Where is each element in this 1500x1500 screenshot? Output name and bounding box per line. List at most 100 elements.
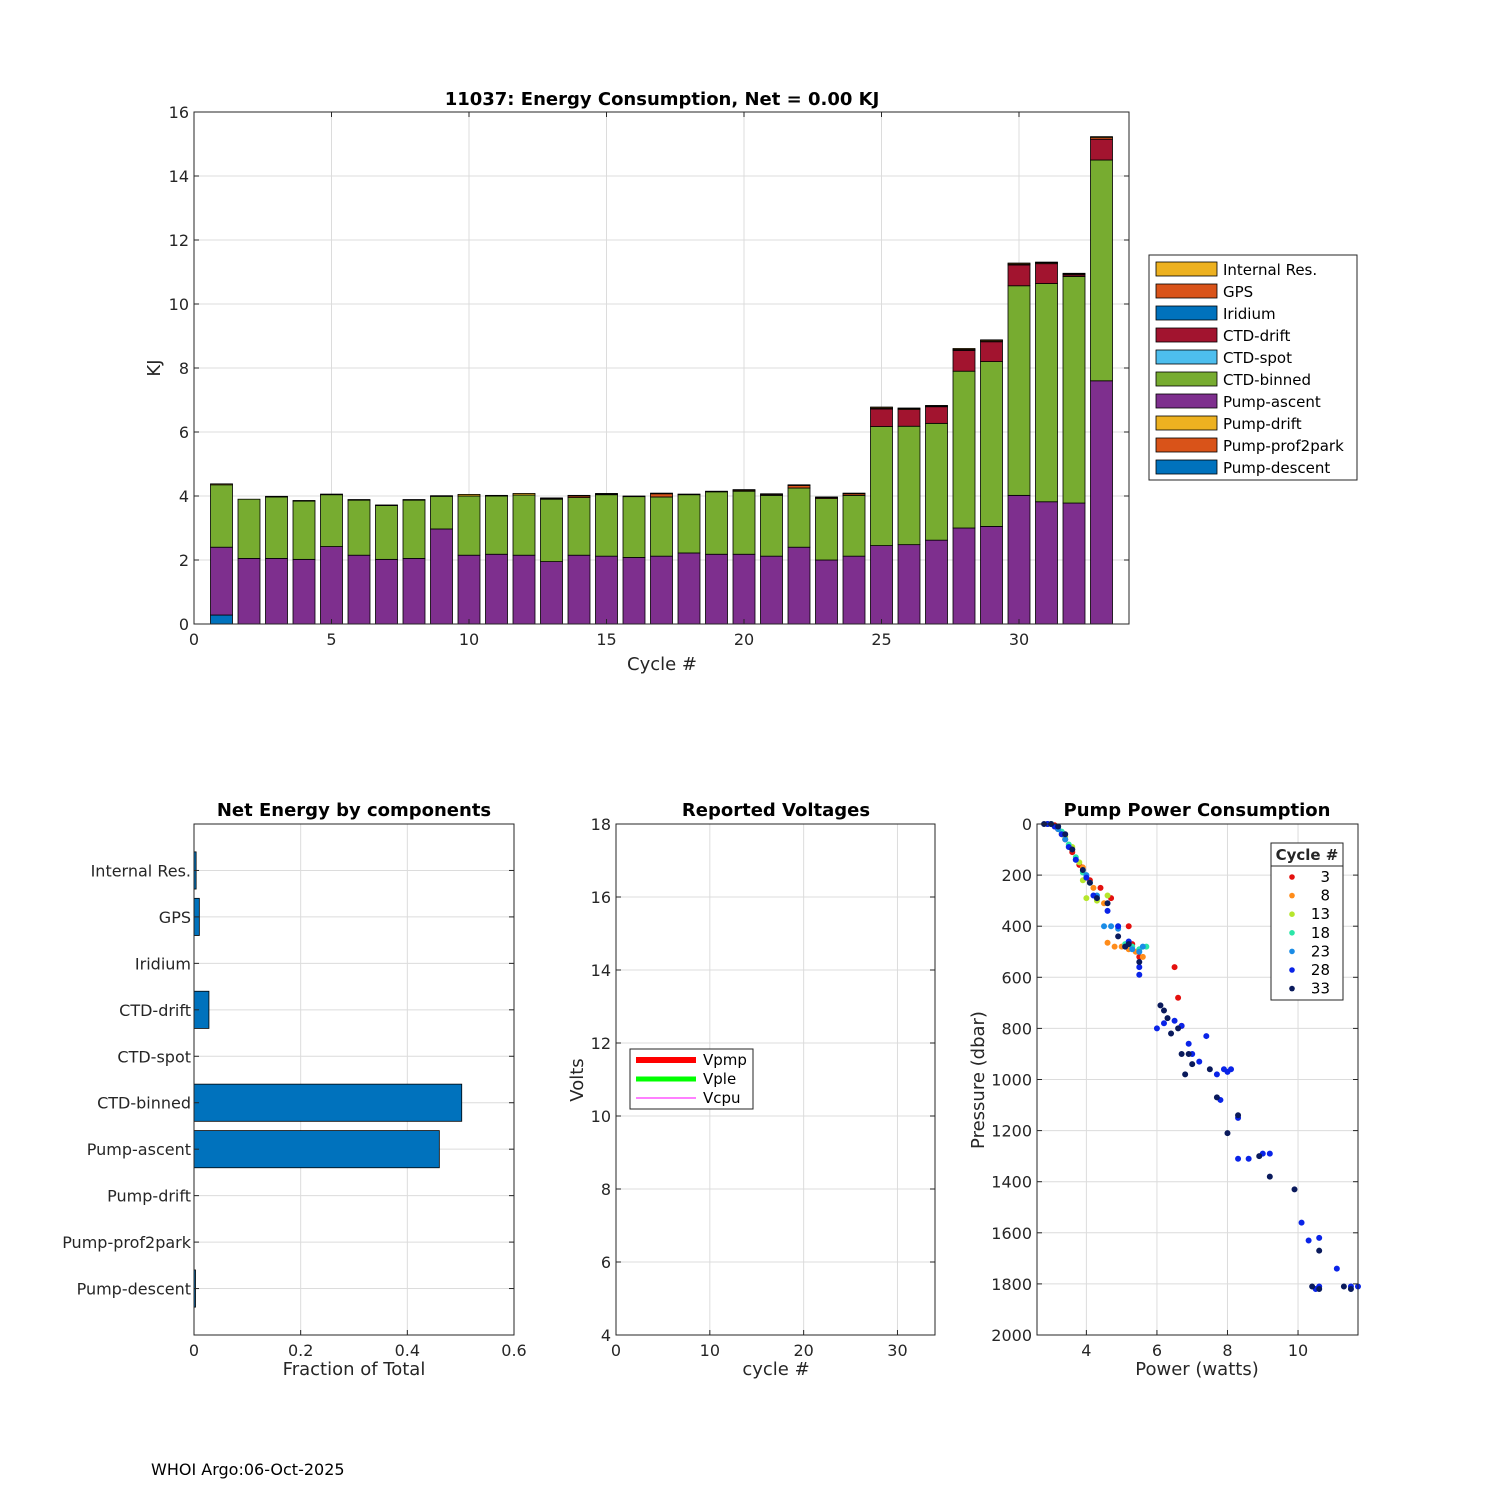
energy-bar-segment [925, 422, 948, 541]
energy-bar-segment [540, 561, 563, 625]
energy-bar-segment [787, 487, 811, 548]
energy-bar-segment [705, 553, 728, 625]
energy-xtick-label: 25 [871, 630, 891, 649]
components-category-label: Pump-ascent [87, 1140, 191, 1159]
energy-bar-segment [870, 406, 893, 409]
components-axes-box [193, 823, 515, 1336]
energy-bar-segment [375, 504, 398, 506]
energy-bar-segment [210, 483, 233, 486]
voltages-ytick-label: 16 [591, 888, 611, 907]
energy-bar-segment [595, 493, 618, 495]
pump-point [1309, 1283, 1316, 1290]
energy-ytick-label: 8 [179, 359, 189, 378]
pump-legend-label: 18 [1311, 924, 1330, 942]
energy-bar-segment [870, 545, 893, 625]
energy-bar-segment [457, 495, 481, 556]
pump-ytick-label: 600 [1001, 968, 1032, 987]
voltages-title: Reported Voltages [682, 800, 870, 821]
pump-ticks: 4 6 8 10 0 200 400 600 800 1000 1200 1400 1600 1800 20… [991, 815, 1358, 1360]
pump-point [1072, 856, 1079, 863]
pump-point [1316, 1234, 1323, 1241]
energy-bar-segment [650, 492, 673, 495]
voltages-xlabel: cycle # [742, 1359, 809, 1380]
energy-bar-segment [512, 494, 536, 556]
voltages-legend-label: Vpmp [703, 1051, 747, 1069]
pump-point [1340, 1283, 1347, 1290]
pump-point [1213, 1094, 1220, 1101]
pump-point [1182, 1071, 1189, 1078]
energy-bar-segment [650, 496, 673, 557]
energy-bar-segment [1035, 283, 1058, 503]
pump-point [1203, 1033, 1210, 1040]
pump-point [1125, 923, 1132, 930]
components-category-label: Iridium [135, 954, 191, 973]
energy-bar-segment [980, 361, 1003, 527]
energy-legend-label: Pump-ascent [1223, 393, 1321, 411]
components-category-label: CTD-drift [119, 1001, 191, 1020]
energy-bar-segment [567, 554, 591, 625]
pump-point [1256, 1153, 1263, 1160]
components-bars [193, 851, 463, 1308]
voltages-xtick-label: 10 [700, 1341, 720, 1360]
pump-point [1189, 1061, 1196, 1068]
energy-legend-label: Pump-descent [1223, 459, 1330, 477]
voltages-xtick-label: 20 [793, 1341, 813, 1360]
components-xtick-label: 0.6 [501, 1341, 526, 1360]
pump-point [1139, 953, 1146, 960]
voltages-ytick-label: 12 [591, 1034, 611, 1053]
pump-xtick-label: 8 [1222, 1341, 1232, 1360]
voltages-ytick-label: 8 [601, 1180, 611, 1199]
energy-legend-swatch [1155, 415, 1218, 431]
energy-bar-segment [650, 555, 673, 625]
energy-bar-segment [815, 496, 838, 498]
energy-ylabel: KJ [144, 359, 165, 376]
energy-bar-segment [402, 499, 426, 559]
voltages-ytick-label: 18 [591, 815, 611, 834]
energy-legend-swatch [1155, 459, 1218, 475]
energy-bar-segment [952, 370, 976, 529]
energy-bar-segment [265, 495, 288, 498]
energy-bar-segment [732, 490, 756, 555]
pump-power-plot: 4 6 8 10 0 200 400 600 800 1000 1200 1400 1600 1800 20… [968, 800, 1362, 1380]
pump-legend-title: Cycle # [1276, 846, 1339, 864]
energy-bar-segment [952, 348, 976, 350]
energy-bar-segment [237, 558, 261, 625]
energy-bar-segment [787, 546, 811, 625]
pump-point [1104, 907, 1111, 914]
energy-bar-segment [952, 527, 976, 625]
pump-point [1185, 1040, 1192, 1047]
pump-legend-marker [1289, 874, 1295, 880]
energy-bar-segment [677, 493, 701, 496]
energy-bar-segment [760, 494, 783, 557]
pump-point [1083, 874, 1090, 881]
energy-bar-segment [1007, 285, 1031, 496]
pump-point [1111, 943, 1118, 950]
components-category-label: Pump-drift [107, 1187, 191, 1206]
footer-stamp: WHOI Argo:06-Oct-2025 [151, 1460, 345, 1479]
pump-legend-marker [1289, 948, 1295, 955]
energy-bar-segment [210, 484, 233, 548]
pump-point [1235, 1112, 1242, 1119]
components-bar [193, 1130, 440, 1169]
energy-bar-segment [705, 490, 728, 493]
energy-bar-segment [622, 557, 646, 625]
pump-point [1136, 958, 1143, 965]
pump-point [1164, 1015, 1171, 1022]
pump-ylabel: Pressure (dbar) [968, 1011, 989, 1149]
energy-legend-swatch [1155, 261, 1218, 277]
energy-bar-segment [925, 405, 948, 407]
energy-xtick-label: 0 [189, 630, 199, 649]
energy-legend-swatch [1155, 327, 1218, 343]
pump-points [1041, 821, 1362, 1293]
pump-legend-label: 8 [1320, 887, 1330, 905]
energy-bar-segment [952, 349, 976, 372]
pump-point [1171, 1017, 1178, 1024]
energy-bar-segment [347, 554, 371, 625]
pump-legend-label: 3 [1320, 868, 1330, 886]
energy-bar-segment [622, 496, 646, 558]
energy-xtick-label: 5 [326, 630, 336, 649]
components-category-label: CTD-spot [117, 1047, 191, 1066]
pump-point [1175, 994, 1182, 1001]
